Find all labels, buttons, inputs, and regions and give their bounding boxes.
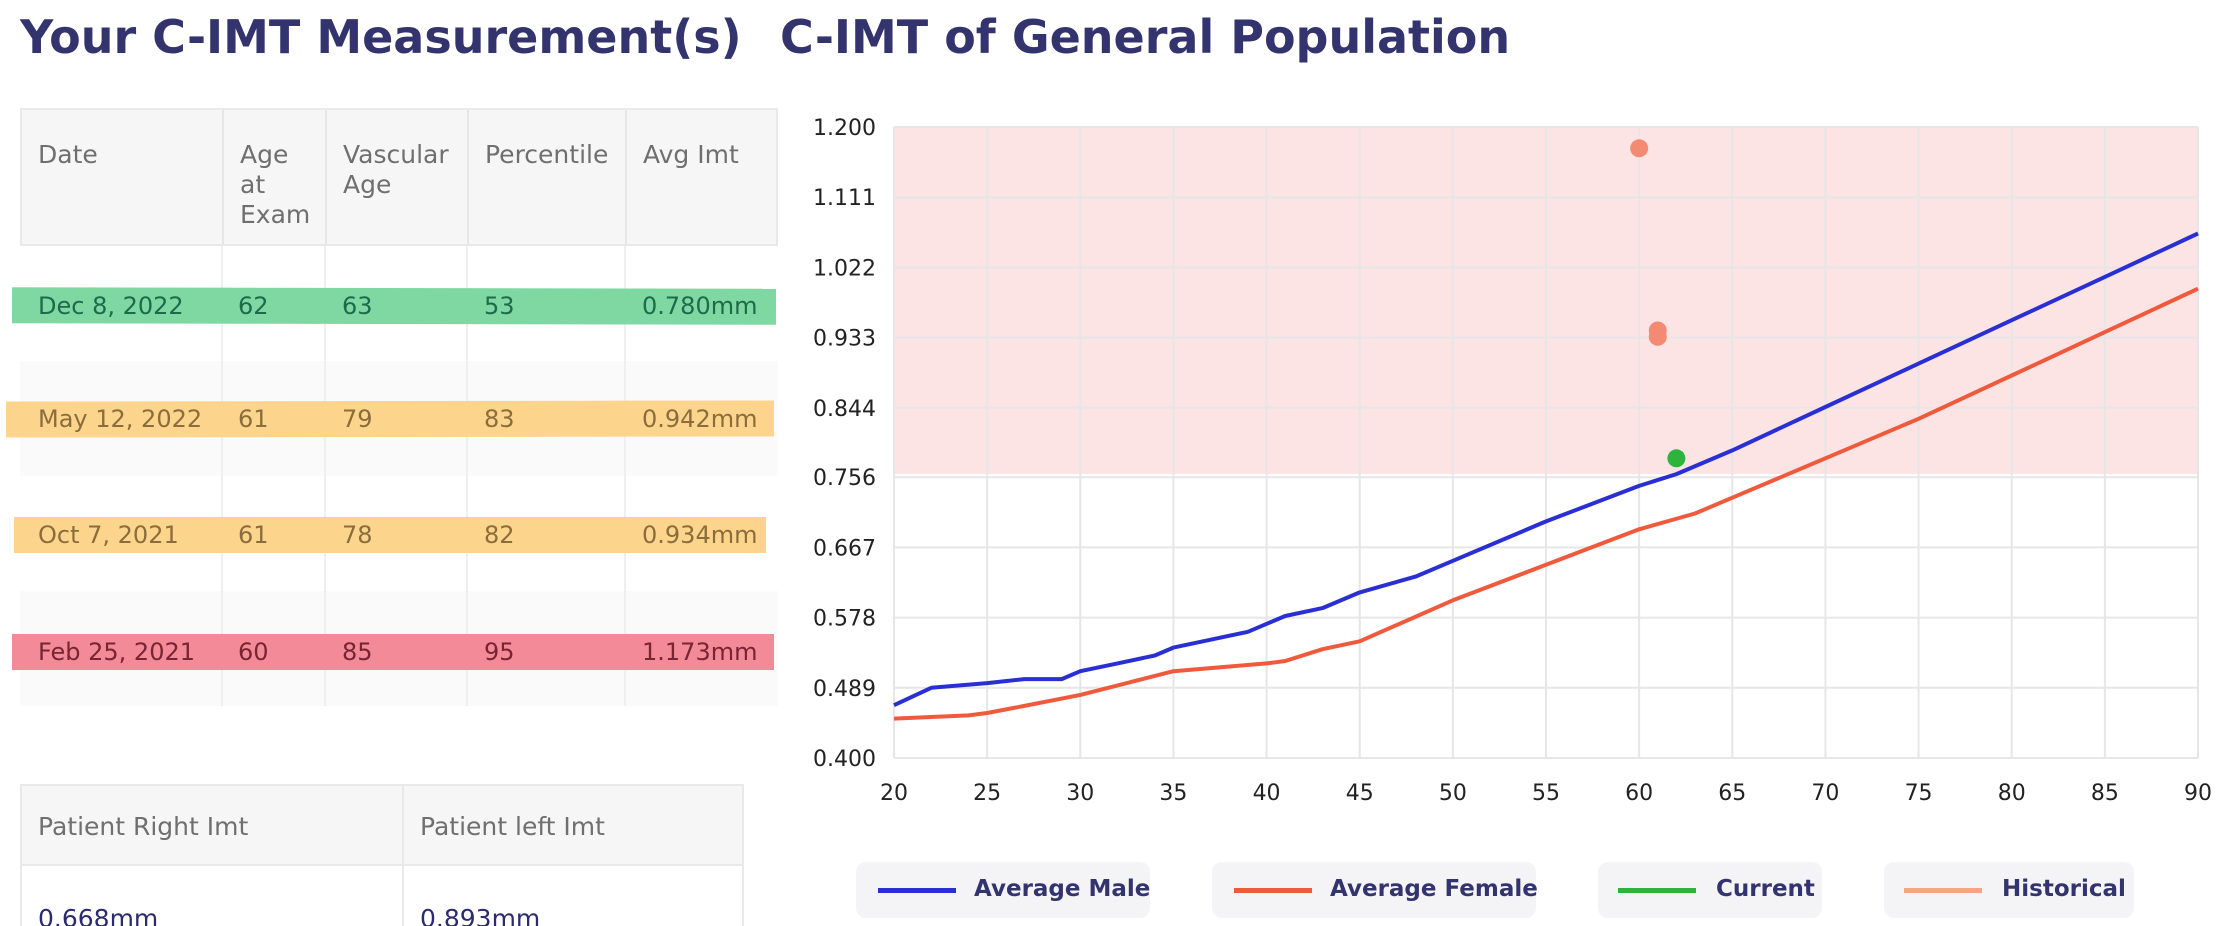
legend-swatch xyxy=(878,888,956,893)
y-tick-label: 1.022 xyxy=(813,256,876,281)
measurement-percentile: 53 xyxy=(484,292,515,320)
column-divider xyxy=(402,786,404,926)
header-date: Date xyxy=(22,110,224,244)
y-tick-label: 0.933 xyxy=(813,327,876,352)
legend-swatch xyxy=(1234,888,1312,893)
cimt-population-chart: 0.400 0.489 0.578 0.667 0.756 0.844 0.933 1.022… xyxy=(813,116,2212,806)
row-highlight-elevated xyxy=(14,517,766,553)
x-tick-label: 75 xyxy=(1905,781,1933,806)
legend-average-female[interactable]: Average Female xyxy=(1212,862,1538,918)
x-tick-label: 35 xyxy=(1159,781,1187,806)
x-tick-label: 50 xyxy=(1439,781,1467,806)
x-tick-label: 85 xyxy=(2091,781,2119,806)
series-line-average-male xyxy=(893,231,2199,708)
x-tick-label: 45 xyxy=(1346,781,1374,806)
column-divider xyxy=(466,246,468,706)
measurement-percentile: 83 xyxy=(484,405,515,433)
x-tick-label: 20 xyxy=(880,781,908,806)
legend-historical[interactable]: Historical xyxy=(1884,862,2134,918)
x-tick-label: 30 xyxy=(1066,781,1094,806)
data-point-historical xyxy=(1648,327,1667,346)
measurement-age: 60 xyxy=(238,638,269,666)
column-divider xyxy=(221,246,223,706)
measurement-percentile: 95 xyxy=(484,638,515,666)
legend-label: Average Male xyxy=(974,876,1151,902)
y-tick-label: 0.844 xyxy=(813,397,876,422)
measurement-date: Dec 8, 2022 xyxy=(38,292,184,320)
column-divider xyxy=(324,246,326,706)
measurements-table-header: Date Age at Exam Vascular Age Percentile… xyxy=(20,108,778,246)
imt-table-header: Patient Right Imt Patient left Imt xyxy=(22,786,742,866)
y-tick-label: 0.667 xyxy=(813,536,876,561)
x-tick-label: 65 xyxy=(1718,781,1746,806)
legend-label: Current xyxy=(1716,876,1815,902)
header-left-imt: Patient left Imt xyxy=(420,812,605,841)
measurement-vascular-age: 85 xyxy=(342,638,373,666)
header-percentile: Percentile xyxy=(469,110,627,244)
measurement-vascular-age: 79 xyxy=(342,405,373,433)
measurement-date: Feb 25, 2021 xyxy=(38,638,195,666)
measurement-age: 61 xyxy=(238,521,269,549)
imt-table: Patient Right Imt Patient left Imt 0.668… xyxy=(20,784,744,926)
measurements-table: Date Age at Exam Vascular Age Percentile… xyxy=(20,108,778,246)
y-tick-label: 0.400 xyxy=(813,747,876,772)
x-tick-label: 55 xyxy=(1532,781,1560,806)
y-tick-label: 0.756 xyxy=(813,466,876,491)
x-tick-label: 90 xyxy=(2184,781,2212,806)
measurement-avg-imt: 1.173mm xyxy=(642,638,758,666)
measurement-date: May 12, 2022 xyxy=(38,405,203,433)
measurement-avg-imt: 0.780mm xyxy=(642,292,758,320)
y-tick-label: 1.111 xyxy=(813,186,876,211)
measurement-age: 61 xyxy=(238,405,269,433)
legend-average-male[interactable]: Average Male xyxy=(856,862,1150,918)
x-tick-label: 70 xyxy=(1811,781,1839,806)
x-tick-label: 25 xyxy=(973,781,1001,806)
measurement-avg-imt: 0.942mm xyxy=(642,405,758,433)
population-chart-title: C-IMT of General Population xyxy=(780,10,1511,64)
y-tick-label: 0.578 xyxy=(813,607,876,632)
legend-swatch xyxy=(1904,888,1982,893)
measurement-vascular-age: 78 xyxy=(342,521,373,549)
row-highlight-high xyxy=(12,634,774,670)
y-tick-label: 0.489 xyxy=(813,677,876,702)
legend-label: Historical xyxy=(2002,876,2126,902)
measurement-percentile: 82 xyxy=(484,521,515,549)
data-point-historical xyxy=(1630,139,1649,158)
left-imt-value: 0.893mm xyxy=(420,904,541,926)
measurement-vascular-age: 63 xyxy=(342,292,373,320)
header-age-at-exam: Age at Exam xyxy=(224,110,327,244)
measurement-avg-imt: 0.934mm xyxy=(642,521,758,549)
data-point-current xyxy=(1667,449,1686,468)
column-divider xyxy=(624,246,626,706)
legend-current[interactable]: Current xyxy=(1598,862,1822,918)
right-imt-value: 0.668mm xyxy=(38,904,159,926)
y-tick-label: 1.200 xyxy=(813,116,876,141)
measurement-date: Oct 7, 2021 xyxy=(38,521,179,549)
measurements-title: Your C-IMT Measurement(s) xyxy=(20,10,742,64)
legend-label: Average Female xyxy=(1330,876,1538,902)
measurement-age: 62 xyxy=(238,292,269,320)
header-right-imt: Patient Right Imt xyxy=(38,812,249,841)
x-tick-label: 40 xyxy=(1253,781,1281,806)
header-vascular-age: Vascular Age xyxy=(327,110,469,244)
header-avg-imt: Avg Imt xyxy=(643,140,739,169)
series-line-average-female xyxy=(893,286,2199,721)
x-tick-label: 60 xyxy=(1625,781,1653,806)
legend-swatch xyxy=(1618,888,1696,893)
x-tick-label: 80 xyxy=(1998,781,2026,806)
